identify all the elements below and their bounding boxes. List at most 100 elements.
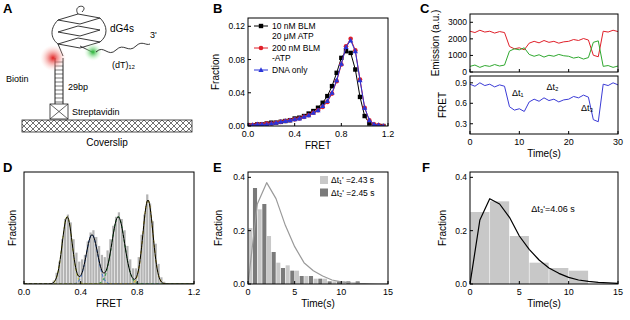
y-axis-label: FRET	[437, 92, 448, 118]
marker	[343, 44, 348, 49]
x-axis-label: Time(s)	[301, 298, 335, 309]
y-axis-label: Emission (a.u.)	[430, 10, 441, 77]
x-tick-label: 0.8	[335, 129, 348, 139]
marker	[367, 118, 372, 123]
hist-bar	[67, 215, 69, 284]
x-tick	[618, 281, 619, 284]
marker	[311, 110, 316, 115]
legend-swatch	[320, 189, 328, 197]
x-tick-label: 0	[467, 137, 472, 147]
plot-data	[470, 30, 618, 67]
y-tick-label: 0.2	[233, 226, 245, 236]
y-axis-label: Fraction	[7, 210, 18, 246]
marker	[264, 121, 269, 126]
acceptor-dye	[40, 45, 66, 71]
hist-bar	[323, 279, 327, 284]
y-tick	[470, 103, 473, 104]
x-axis-label: FRET	[305, 140, 331, 151]
x-tick	[194, 281, 195, 284]
y-tick-label: 0.4	[455, 172, 467, 182]
marker	[297, 116, 302, 121]
marker	[258, 67, 263, 72]
y-tick-label: 1000	[448, 50, 467, 60]
marker	[301, 114, 306, 119]
base-pair	[55, 94, 63, 95]
marker	[315, 107, 320, 112]
plot-data	[470, 83, 618, 122]
y-tick	[470, 230, 473, 231]
marker	[376, 122, 381, 126]
marker	[358, 77, 363, 82]
end-label: 3'	[150, 30, 157, 40]
panel-label: D	[3, 160, 12, 175]
marker	[259, 46, 264, 51]
series-line	[248, 39, 383, 126]
hist-bar	[118, 212, 120, 284]
base-pair	[55, 78, 63, 79]
chart: 0510150.00.20.4FTime(s)FractionΔt₃'=4.06…	[422, 160, 623, 309]
panel-label: B	[213, 1, 222, 16]
tetrad	[58, 14, 100, 24]
hist-bar	[304, 276, 308, 284]
structure-label: dG4s	[110, 23, 134, 34]
hist-bar	[258, 209, 262, 284]
panel-label: C	[420, 1, 430, 16]
base-pair	[55, 102, 63, 103]
hist-bar	[132, 268, 134, 284]
y-tick	[248, 126, 251, 127]
legend-line-text: Δt₁' =2.43 s	[331, 175, 374, 185]
chart: 0510150.00.20.4ETime(s)FractionΔt₁' =2.4…	[213, 160, 393, 309]
hist-bar	[510, 236, 529, 284]
y-tick-label: 0.0	[455, 279, 467, 289]
plot-frame	[470, 172, 618, 284]
y-tick-label: 0.04	[228, 88, 245, 98]
plot-frame	[470, 14, 618, 72]
marker	[259, 24, 263, 28]
annotation: Δt₁	[512, 88, 524, 98]
plot-data	[248, 183, 388, 284]
x-tick	[470, 131, 471, 134]
tail	[96, 43, 150, 52]
base-pair	[55, 98, 63, 99]
x-tick-label: 5	[517, 287, 522, 297]
figure: ACoverslipStreptavidin29bpBiotindG4s3'(d…	[0, 0, 630, 320]
marker	[292, 116, 296, 120]
base-pair	[55, 82, 63, 83]
tetrad	[58, 26, 100, 36]
legend-label: Δt₂' =2.45 s	[331, 188, 374, 198]
tail-label: (dT)₁₂	[112, 60, 136, 70]
legend-line-text: -ATP	[272, 53, 291, 63]
y-tick	[470, 123, 473, 124]
fit-component	[24, 217, 194, 284]
marker	[362, 105, 367, 110]
legend: 10 nM BLM20 μM ATP200 nM BLM-ATPDNA only	[254, 21, 320, 75]
hist-bar	[295, 271, 299, 284]
x-tick	[24, 281, 25, 284]
coverslip	[22, 120, 192, 132]
series-line	[248, 40, 383, 126]
marker	[264, 122, 269, 126]
plot-frame	[248, 172, 388, 284]
hist-bar	[290, 271, 294, 284]
y-tick	[248, 230, 251, 231]
diagram: ACoverslipStreptavidin29bpBiotindG4s3'(d…	[3, 1, 192, 148]
plot-frame	[24, 172, 194, 284]
x-tick-label: 10	[564, 287, 574, 297]
y-axis-label: Fraction	[210, 54, 221, 90]
marker	[255, 122, 260, 126]
marker	[362, 114, 366, 118]
legend-line-text: Δt₂' =2.45 s	[331, 188, 374, 198]
marker	[325, 98, 330, 103]
marker	[306, 112, 311, 117]
axes: 0510150.00.20.4	[455, 172, 623, 297]
x-tick-label: 10	[336, 287, 346, 297]
legend-line-text: 10 nM BLM	[272, 21, 315, 31]
x-tick	[618, 131, 619, 134]
marker	[353, 67, 357, 71]
marker	[311, 110, 316, 115]
x-tick	[519, 281, 520, 284]
y-tick-label: 0.00	[228, 121, 245, 131]
marker	[269, 120, 273, 124]
y-tick-label: 0.08	[228, 55, 245, 65]
hist-bar	[146, 194, 148, 284]
